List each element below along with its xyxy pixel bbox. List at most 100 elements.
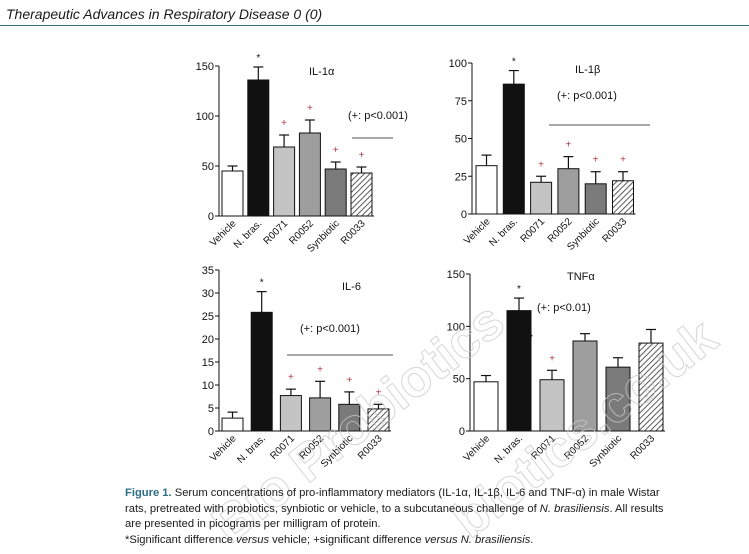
y-tick-label: 15 (202, 357, 214, 369)
y-tick-label: 50 (453, 374, 465, 386)
significance-plus: + (376, 387, 382, 398)
caption-line-1: Serum concentrations of pro-inflammatory… (174, 487, 660, 499)
significance-plus: + (549, 353, 555, 364)
y-tick-label: 20 (202, 334, 214, 346)
bar-r0071 (279, 395, 302, 432)
bar-synbiotic (605, 366, 631, 432)
chart-title: IL-1α (309, 66, 335, 78)
x-tick-label: R0071 (530, 433, 559, 462)
bar-vehicle (221, 417, 244, 432)
bar-r0071 (539, 379, 565, 432)
bar-n-bras- (250, 311, 273, 432)
y-tick-label: 75 (455, 96, 467, 108)
x-tick-label: N. bras. (487, 216, 520, 249)
significance-star: * (512, 57, 516, 68)
y-tick-label: 0 (461, 209, 467, 221)
significance-note: (+: p<0.01) (537, 302, 591, 314)
x-tick-label: R0071 (519, 216, 548, 245)
y-tick-label: 0 (208, 211, 214, 223)
y-tick-label: 25 (202, 311, 214, 323)
y-tick-label: 25 (455, 171, 467, 183)
chart-title: IL-6 (342, 281, 361, 293)
significance-plus: + (281, 118, 287, 129)
caption-versus-2: versus N. brasiliensis (424, 533, 531, 546)
bar-vehicle (475, 165, 498, 215)
bar-synbiotic (338, 403, 361, 432)
chart-panel-bottom-right: 0 50 100 150 TNFα Vehicle N. bras. * R0071 + R0052… (447, 269, 665, 470)
bar-synbiotic (324, 168, 347, 217)
x-tick-label: R0033 (629, 433, 658, 462)
bar-r0052 (572, 340, 598, 432)
figure-caption: Figure 1. Serum concentrations of pro-in… (125, 486, 743, 548)
significance-plus: + (346, 375, 352, 386)
bar-r0033 (367, 408, 390, 432)
y-tick-label: 5 (208, 403, 214, 415)
y-tick-label: 100 (449, 58, 467, 70)
bar-r0071 (530, 181, 553, 215)
y-tick-label: 30 (202, 288, 214, 300)
bar-r0052 (298, 132, 321, 217)
journal-name: Therapeutic Advances in Respiratory Dise… (6, 6, 290, 22)
y-tick-label: 50 (455, 134, 467, 146)
x-tick-label: R0033 (339, 218, 368, 247)
bar-n-bras- (506, 310, 532, 432)
arrow-head (524, 343, 529, 349)
significance-plus: + (565, 140, 571, 151)
journal-volume: 0 (0) (293, 6, 323, 22)
y-tick-label: 150 (447, 269, 465, 281)
y-tick-label: 100 (447, 321, 465, 333)
x-tick-label: R0052 (563, 433, 592, 462)
x-tick-label: R0033 (601, 216, 630, 245)
y-tick-label: 50 (202, 161, 214, 173)
bar-vehicle (473, 381, 499, 432)
significance-plus: + (620, 155, 626, 166)
caption-line-2-end: . All results (609, 502, 664, 515)
caption-line-3: are presented in picograms per milligram… (125, 518, 381, 530)
caption-footnote-a: *Significant difference (125, 533, 237, 546)
significance-plus: + (317, 364, 323, 375)
significance-note: (+: p<0.001) (348, 110, 408, 122)
significance-note: (+: p<0.001) (300, 323, 360, 335)
caption-species: N. brasiliensis (539, 502, 610, 515)
journal-title: Therapeutic Advances in Respiratory Dise… (6, 6, 322, 22)
significance-plus: + (333, 145, 339, 156)
bar-synbiotic (584, 183, 607, 215)
caption-label: Figure 1. (125, 487, 172, 499)
bar-vehicle (221, 170, 244, 217)
x-tick-label: Synbiotic (319, 433, 355, 469)
y-tick-label: 10 (202, 380, 214, 392)
x-tick-label: R0071 (262, 218, 291, 247)
bar-r0033 (638, 342, 664, 432)
bar-r0052 (557, 168, 580, 215)
significance-plus: + (593, 155, 599, 166)
y-tick-label: 0 (208, 426, 214, 438)
y-tick-label: 150 (196, 61, 214, 73)
journal-header: Therapeutic Advances in Respiratory Dise… (0, 0, 749, 26)
bar-r0033 (612, 180, 634, 215)
bar-r0071 (273, 146, 296, 217)
bar-n-bras- (502, 83, 525, 215)
significance-plus: + (288, 372, 294, 383)
caption-line-2-start: rats, pretreated with probiotics, synbio… (125, 502, 540, 515)
caption-footnote-b: vehicle; +significant difference (269, 533, 425, 546)
x-tick-label: R0033 (356, 433, 385, 462)
bar-r0033 (350, 172, 373, 217)
significance-note: (+: p<0.001) (557, 90, 617, 102)
caption-versus-1: versus (236, 533, 270, 546)
header-rule (0, 25, 749, 26)
bar-r0052 (309, 397, 332, 432)
significance-plus: + (538, 159, 544, 170)
significance-plus: + (359, 150, 365, 161)
chart-title: IL-1β (575, 64, 600, 76)
x-tick-label: Synbiotic (588, 433, 624, 469)
significance-star: * (517, 284, 521, 295)
y-tick-label: 0 (459, 426, 465, 438)
x-tick-label: N. bras. (493, 433, 526, 466)
x-tick-label: Vehicle (462, 433, 493, 464)
x-tick-label: N. bras. (235, 433, 268, 466)
y-tick-label: 35 (202, 265, 214, 277)
bar-n-bras- (247, 79, 270, 217)
